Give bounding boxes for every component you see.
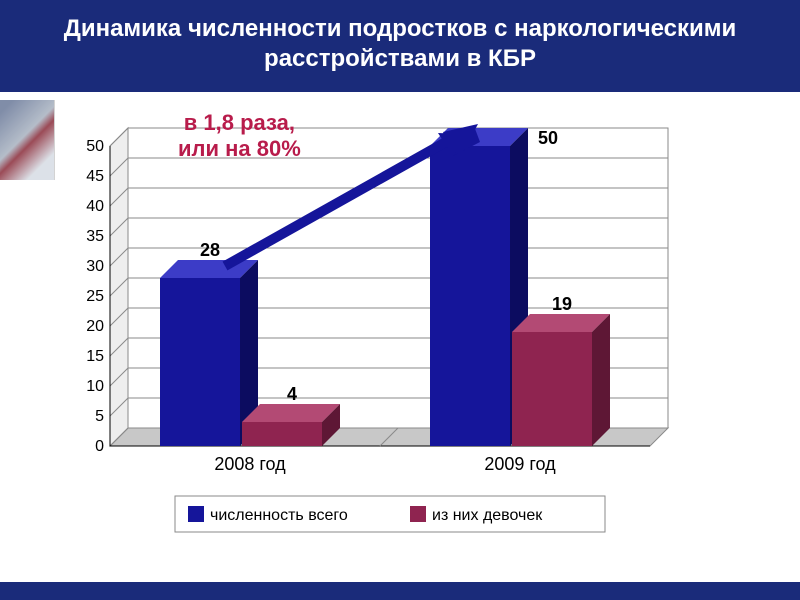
svg-text:10: 10 — [86, 378, 104, 395]
svg-text:30: 30 — [86, 258, 104, 275]
bar-chart: 0 5 10 15 20 25 30 35 40 45 50 — [60, 118, 760, 573]
svg-text:15: 15 — [86, 348, 104, 365]
legend-label-total: численность всего — [210, 507, 348, 524]
chart-svg: 0 5 10 15 20 25 30 35 40 45 50 — [60, 118, 760, 573]
svg-text:2009 год: 2009 год — [484, 454, 556, 474]
svg-text:50: 50 — [538, 128, 558, 148]
legend-label-girls: из них девочек — [432, 507, 543, 524]
bar-2009-girls — [512, 314, 610, 446]
decorative-thumbnail — [0, 100, 55, 180]
svg-text:19: 19 — [552, 294, 572, 314]
annotation-line2: или на 80% — [178, 136, 301, 161]
growth-annotation: в 1,8 раза, или на 80% — [178, 110, 301, 163]
svg-text:50: 50 — [86, 138, 104, 155]
page-title: Динамика численности подростков с наркол… — [0, 0, 800, 92]
svg-text:28: 28 — [200, 240, 220, 260]
svg-text:25: 25 — [86, 288, 104, 305]
y-axis-labels: 0 5 10 15 20 25 30 35 40 45 50 — [86, 138, 104, 455]
svg-text:5: 5 — [95, 408, 104, 425]
x-axis-labels: 2008 год 2009 год — [214, 454, 556, 474]
bar-2008-total — [160, 260, 258, 446]
legend-swatch-total — [188, 506, 204, 522]
legend-swatch-girls — [410, 506, 426, 522]
svg-text:35: 35 — [86, 228, 104, 245]
annotation-line1: в 1,8 раза, — [184, 110, 295, 135]
footer-band — [0, 582, 800, 600]
svg-text:40: 40 — [86, 198, 104, 215]
svg-text:20: 20 — [86, 318, 104, 335]
svg-text:0: 0 — [95, 438, 104, 455]
svg-text:45: 45 — [86, 168, 104, 185]
svg-text:4: 4 — [287, 384, 297, 404]
bar-2008-girls — [242, 404, 340, 446]
legend: численность всего из них девочек — [175, 496, 605, 532]
svg-text:2008 год: 2008 год — [214, 454, 286, 474]
